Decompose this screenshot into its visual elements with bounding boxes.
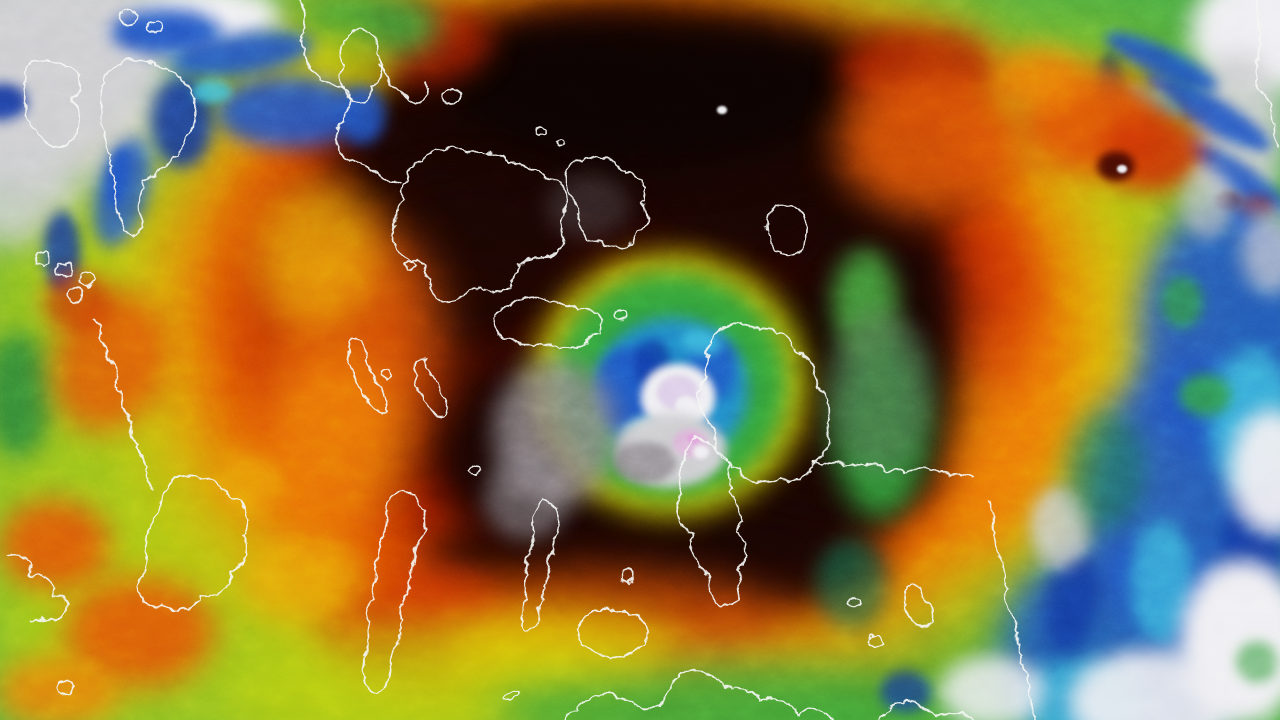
islet (533, 125, 545, 135)
coast-samar-ne (813, 459, 971, 477)
islet (54, 678, 72, 694)
islet-romblon (32, 248, 50, 264)
islet (467, 463, 479, 473)
islet (865, 632, 882, 649)
islet (611, 306, 625, 318)
islet-romblon (76, 270, 94, 286)
islet (553, 139, 563, 147)
coast-mindanao-w (561, 667, 834, 720)
islet (402, 258, 414, 268)
coast-camarines (564, 154, 648, 248)
coast-batangas (21, 57, 80, 145)
islet (116, 6, 136, 24)
coast-bohol (574, 606, 647, 657)
coast-cebu (519, 495, 558, 632)
coast-ticao (413, 355, 447, 416)
islet (379, 369, 389, 379)
coast-dinagat (901, 582, 931, 628)
coast-guimaras (5, 552, 68, 621)
coast-burias (345, 335, 387, 412)
coast-right-edge (1253, 0, 1279, 149)
coastline-overlay (5, 0, 1279, 720)
coast-bondoc-chain (375, 61, 427, 102)
islet (438, 85, 461, 103)
coast-luzon (298, 0, 401, 183)
coast-masbate (493, 295, 600, 348)
coast-bicol (389, 145, 566, 300)
coast-tablas (91, 317, 151, 489)
coast-bondoc (339, 25, 380, 101)
coast-mindanao-c (878, 698, 978, 720)
islet (504, 690, 518, 700)
coast-negros (361, 486, 425, 693)
islet-romblon (64, 286, 82, 302)
coast-mindanao-e (985, 497, 1035, 720)
coast-leyte (674, 435, 744, 605)
coast-panay (136, 472, 247, 610)
coast-catanduanes (764, 203, 808, 255)
islet (145, 17, 161, 31)
coast-mindoro (98, 57, 195, 234)
islet (845, 595, 860, 609)
islet-romblon (54, 260, 72, 276)
islet-camotes (617, 567, 634, 582)
